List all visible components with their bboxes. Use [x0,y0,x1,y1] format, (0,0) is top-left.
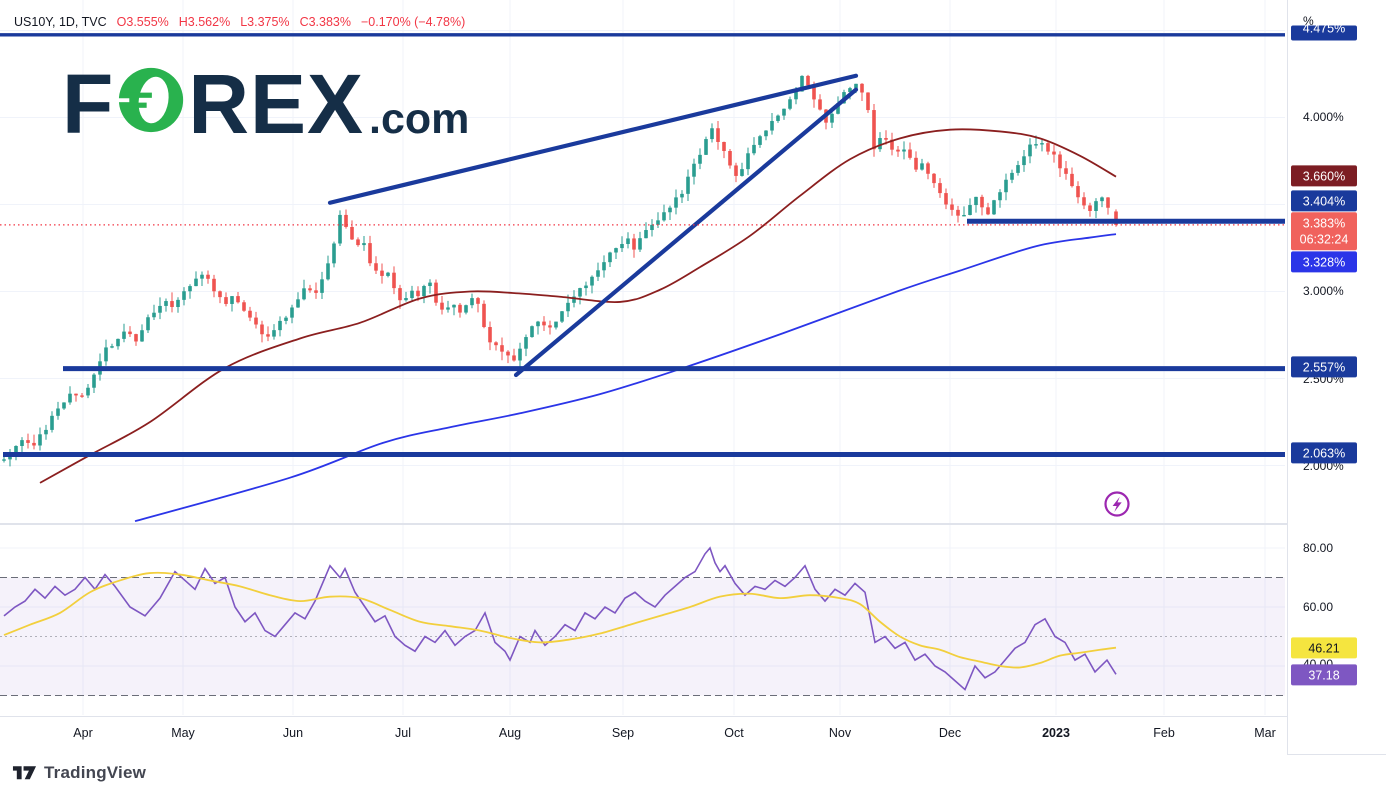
forex-logo-o-icon [118,67,184,133]
legend-ohlc-value: L3.375% [240,15,290,29]
forex-logo: F REX .com [62,62,469,146]
symbol-legend[interactable]: US10Y, 1D, TVC O3.555% H3.562% L3.375% C3.3… [14,15,465,29]
user-drawings[interactable] [0,33,1285,458]
pane-divider[interactable] [0,523,1287,525]
time-axis-label: Sep [611,726,635,740]
legend-symbol-title[interactable]: US10Y, 1D, TVC [14,15,107,29]
slow-ma-red-line [39,128,1117,484]
tradingview-watermark-text: TradingView [44,763,147,782]
rsi-band [0,577,1285,696]
axis-price-badge: 2.063% [1291,442,1357,464]
axis-tick-label: 4.000% [1303,110,1344,124]
axis-price-badge: 4.475% [1291,25,1357,41]
rsi-line [3,546,1117,691]
legend-ohlc-value: H3.562% [178,15,231,29]
time-axis-label: Feb [1153,726,1175,740]
time-axis-label: Dec [938,726,962,740]
time-axis[interactable]: Apr May Jun Jul Aug Sep Oct Nov Dec 2023 Feb Mar [0,716,1287,755]
axis-tick-label: % [1303,14,1314,28]
long-ma-blue-line [134,233,1117,523]
time-axis-label: Oct [724,726,744,740]
time-axis-label: Nov [828,726,852,740]
axis-tick-label: 60.00 [1303,600,1334,614]
time-axis-label: Apr [73,726,93,740]
price-axis[interactable]: %4.000%3.000%2.500%2.000%80.0060.0040.00… [1287,0,1386,754]
rsi-ma-line [3,571,1117,669]
time-axis-label: Aug [498,726,522,740]
forex-logo-f: F [62,57,115,151]
legend-ohlc-value: −0.170% (−4.78%) [361,15,466,29]
legend-ohlc-value: O3.555% [116,15,169,29]
forex-logo-com: .com [369,95,470,143]
tradingview-attribution[interactable]: TradingView [12,763,146,783]
time-axis-label: Mar [1254,726,1276,740]
axis-price-badge: 46.21 [1291,637,1357,659]
axis-tick-label: 3.000% [1303,284,1344,298]
axis-price-badge: 3.328% [1291,251,1357,273]
axis-price-badge: 2.557% [1291,356,1357,378]
axis-price-badge: 37.18 [1291,664,1357,686]
grid-lines [0,0,1285,715]
time-axis-label: Jul [395,726,411,740]
instant-trading-icon[interactable] [1103,490,1131,518]
axis-price-badge: 3.404% [1291,190,1357,212]
axis-price-badge: 3.383% 06:32:24 [1291,212,1357,250]
trend-line[interactable] [327,73,859,205]
tradingview-logo-icon [12,766,37,780]
axis-price-badge: 3.660% [1291,165,1357,187]
time-axis-label: May [171,726,195,740]
forex-logo-rex: REX [188,57,365,151]
time-axis-label: 2023 [1042,726,1070,740]
time-axis-label: Jun [282,726,304,740]
legend-ohlc-value: C3.383% [299,15,351,29]
axis-tick-label: 80.00 [1303,541,1334,555]
chart-canvas[interactable] [0,0,1287,754]
trend-line[interactable] [513,87,859,378]
